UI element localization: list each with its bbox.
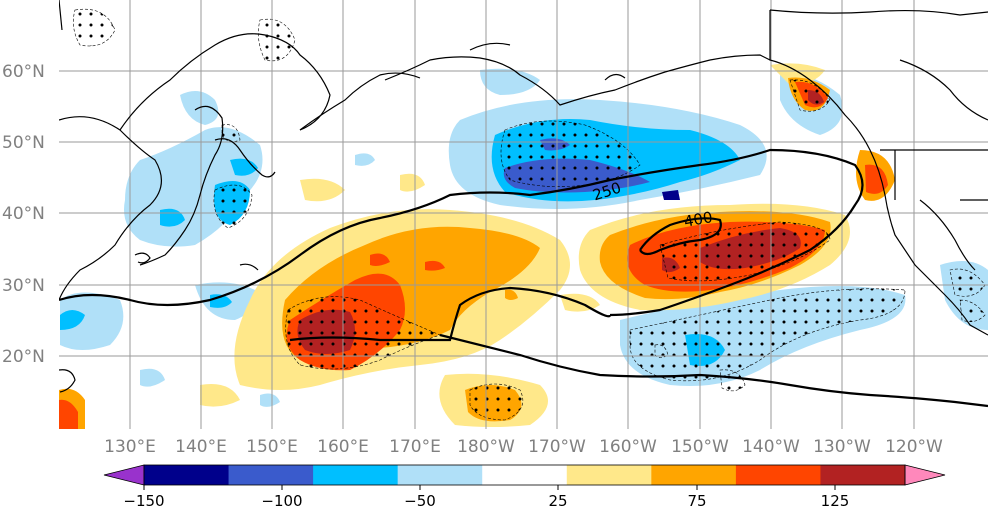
lat-label-50n: 50°N [2,133,45,153]
colorbar-label-25: 25 [548,492,567,510]
colorbar-label-minus100: −100 [261,492,302,510]
colorbar-ticks [143,485,836,490]
lat-label-60n: 60°N [2,62,45,82]
colorbar-label-minus150: −150 [123,492,164,510]
significance-stippling [73,8,986,421]
lon-label-140w: 140°W [742,437,800,457]
lon-label-160e: 160°E [317,437,369,457]
lat-label-20n: 20°N [2,347,45,367]
lat-label-40n: 40°N [2,204,45,224]
map-area [59,0,988,429]
lon-label-150e: 150°E [246,437,298,457]
lat-label-30n: 30°N [2,276,45,296]
lon-label-130e: 130°E [104,437,156,457]
lon-label-150w: 150°W [671,437,729,457]
colorbar-cell [735,465,821,485]
colorbar-frame [143,464,906,486]
colorbar-cell [228,465,314,485]
colorbar-cell [144,465,230,485]
lat-labels: 60°N 50°N 40°N 30°N 20°N [2,62,45,367]
colorbar-cells [103,464,946,486]
lon-label-120w: 120°W [885,437,943,457]
colorbar-label-125: 125 [821,492,850,510]
mean-contours [59,148,988,408]
coastlines [59,0,988,393]
colorbar-cell [651,465,737,485]
colorbar-extend-max [904,464,946,486]
colorbar: −150 −100 −50 25 75 125 [103,464,946,510]
colorbar-label-minus50: −50 [404,492,436,510]
lon-label-180w: 180°W [457,437,515,457]
lon-label-170w: 170°W [528,437,586,457]
lon-label-140e: 140°E [175,437,227,457]
colorbar-extend-min [103,464,145,486]
graticule [59,0,988,429]
colorbar-cell [397,465,483,485]
lon-label-170e: 170°E [389,437,441,457]
colorbar-cell [313,465,399,485]
colorbar-labels: −150 −100 −50 25 75 125 [123,492,849,510]
colorbar-cell [566,465,652,485]
contour-label-400: 400 [683,208,714,231]
colorbar-cell [820,465,906,485]
colorbar-label-75: 75 [687,492,706,510]
shading-navy [662,190,680,200]
lon-label-160w: 160°W [599,437,657,457]
lon-label-130w: 130°W [813,437,871,457]
colorbar-cell [482,465,568,485]
lon-labels: 130°E 140°E 150°E 160°E 170°E 180°W 170°… [104,437,943,457]
